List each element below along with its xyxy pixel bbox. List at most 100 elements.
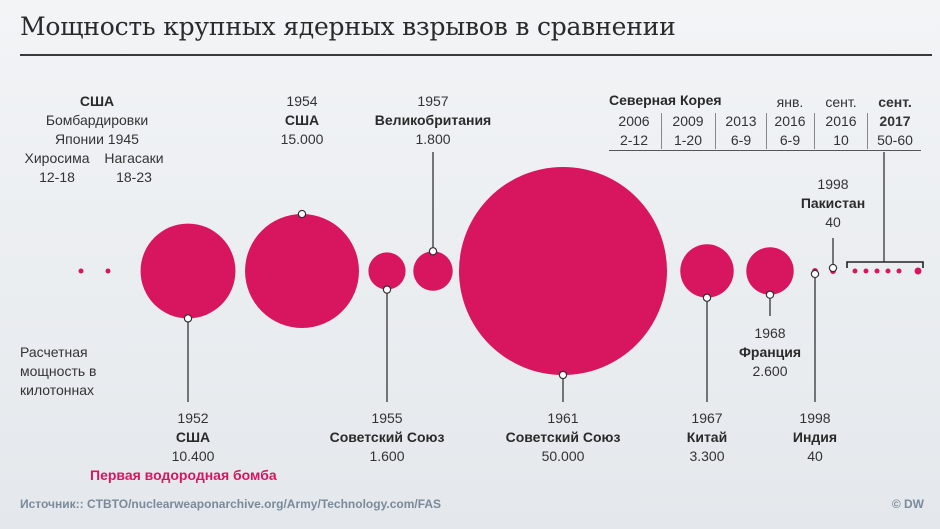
label-year: 1952 <box>177 410 209 426</box>
nk-test-2006: 2006 2-12 <box>609 112 659 150</box>
hiroshima-label: Хиросима 12-18 <box>25 149 90 187</box>
label-country: Советский Союз <box>329 429 445 445</box>
label-year: 1998 <box>799 410 831 426</box>
credit: © DW <box>891 497 924 511</box>
nk-yield: 6-9 <box>779 132 801 148</box>
bubble-north-korea-6 <box>914 267 922 275</box>
hiroshima-name: Хиросима <box>24 150 90 166</box>
nk-yield: 1-20 <box>673 132 703 148</box>
nk-yield: 2-12 <box>619 132 649 148</box>
bubble-франция-1968 <box>746 247 794 295</box>
label-yield: 50.000 <box>541 448 585 464</box>
unit-note: Расчетная мощность в килотоннах <box>20 343 96 400</box>
nk-year: 2016 <box>825 113 857 129</box>
north-korea-bracket <box>846 261 924 268</box>
label-year: 1967 <box>691 410 723 426</box>
nagasaki-name: Нагасаки <box>104 150 164 166</box>
nk-month-sep-2016: сент. <box>825 94 857 110</box>
unit-note-line1: Расчетная <box>20 344 88 360</box>
label-country: Индия <box>792 429 838 445</box>
label-year: 1955 <box>371 410 403 426</box>
label-year: 1968 <box>754 325 786 341</box>
label-yield: 40 <box>825 214 841 230</box>
usa-1945-event-line2: Японии 1945 <box>55 131 139 147</box>
bubble-нагасаки <box>105 268 111 274</box>
bubble-сша-1952 <box>140 223 236 319</box>
connector-marker <box>765 290 775 299</box>
label-country: Пакистан <box>800 195 866 211</box>
first-hydrogen-bomb-label: Первая водородная бомба <box>90 467 277 483</box>
connector-marker <box>702 293 712 302</box>
nk-separator <box>661 113 662 149</box>
nk-separator <box>814 113 815 149</box>
source-line: Источник:: CTBTO/nuclearweaponarchive.or… <box>20 497 442 511</box>
bubble-великобритания-1957 <box>413 251 453 291</box>
nk-yield: 6-9 <box>730 132 752 148</box>
label-india-1998: 1998 Индия 40 <box>793 409 837 466</box>
label-country: США <box>284 112 320 128</box>
nk-test-2009: 2009 1-20 <box>663 112 713 150</box>
nk-year: 2009 <box>672 113 704 129</box>
nk-year: 2013 <box>725 113 757 129</box>
connector-marker <box>297 209 307 219</box>
label-usa-1954: 1954 США 15.000 <box>281 92 324 149</box>
label-country: Китай <box>686 429 728 445</box>
nk-separator <box>867 113 868 149</box>
label-year: 1961 <box>547 410 579 426</box>
nk-separator <box>715 113 716 149</box>
usa-1945-event-line1: Бомбардировки <box>45 112 149 128</box>
bubble-советский-союз-1961 <box>459 167 667 375</box>
connector-marker <box>428 247 438 256</box>
connector-marker <box>382 285 392 294</box>
connector-marker <box>183 314 193 323</box>
label-uk-1957: 1957 Великобритания 1.800 <box>375 92 491 149</box>
usa-1945-label: США Бомбардировки Японии 1945 <box>46 92 148 149</box>
nk-test-sep-2016: 2016 10 <box>816 112 866 150</box>
hiroshima-yield: 12-18 <box>39 169 75 185</box>
bubble-north-korea-3 <box>874 268 880 274</box>
label-ussr-1955: 1955 Советский Союз 1.600 <box>330 409 445 466</box>
bubble-китай-1967 <box>680 244 734 298</box>
nk-test-2013: 2013 6-9 <box>717 112 765 150</box>
bubble-north-korea-5 <box>896 268 902 274</box>
nk-year: 2006 <box>618 113 650 129</box>
label-yield: 3.300 <box>689 448 725 464</box>
label-yield: 10.400 <box>171 448 215 464</box>
label-country: Советский Союз <box>505 429 621 445</box>
usa-1945-country: США <box>79 93 115 109</box>
label-france-1968: 1968 Франция 2.600 <box>739 324 801 381</box>
nk-year: 2016 <box>774 113 806 129</box>
label-yield: 1.600 <box>369 448 405 464</box>
label-country: Великобритания <box>374 112 492 128</box>
title-rule <box>20 54 932 56</box>
bubble-north-korea-2 <box>863 268 869 274</box>
nk-separator <box>766 113 767 149</box>
chart-title: Мощность крупных ядерных взрывов в сравн… <box>20 12 676 41</box>
connector-marker <box>810 269 820 279</box>
nagasaki-yield: 18-23 <box>116 169 152 185</box>
label-usa-1952: 1952 США 10.400 <box>172 409 215 466</box>
bubble-north-korea-4 <box>885 268 891 274</box>
label-year: 1954 <box>286 93 318 109</box>
label-yield: 1.800 <box>415 131 451 147</box>
nk-month-jan-2016: янв. <box>776 94 804 110</box>
north-korea-title: Северная Корея <box>609 92 722 108</box>
label-country: Франция <box>738 344 802 360</box>
bubble-north-korea-1 <box>852 268 858 274</box>
label-ussr-1961: 1961 Советский Союз 50.000 <box>506 409 621 466</box>
nk-test-sep-2017: 2017 50-60 <box>869 112 921 150</box>
bubble-хиросима <box>78 268 84 274</box>
nk-yield: 50-60 <box>877 132 913 148</box>
nk-test-jan-2016: 2016 6-9 <box>768 112 812 150</box>
unit-note-line3: килотоннах <box>20 382 95 398</box>
label-china-1967: 1967 Китай 3.300 <box>687 409 727 466</box>
label-pakistan-1998: 1998 Пакистан 40 <box>801 175 865 232</box>
label-country: США <box>175 429 211 445</box>
label-yield: 2.600 <box>752 363 788 379</box>
connector-marker <box>558 370 568 380</box>
label-year: 1998 <box>817 176 849 192</box>
nk-rule <box>609 150 921 151</box>
label-yield: 40 <box>807 448 823 464</box>
nagasaki-label: Нагасаки 18-23 <box>104 149 163 187</box>
